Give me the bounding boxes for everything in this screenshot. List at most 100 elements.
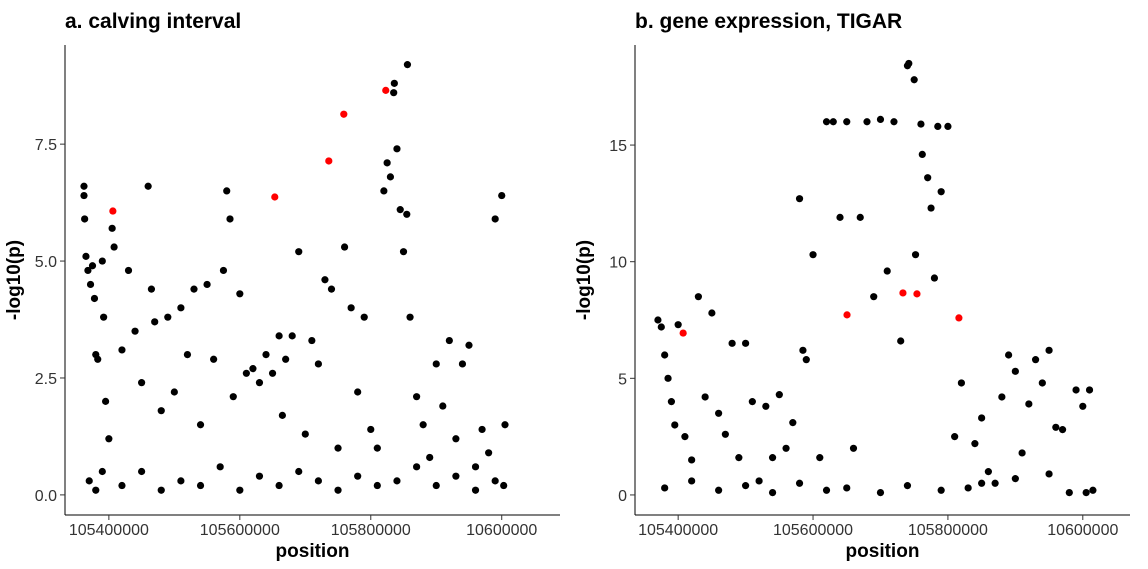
point (88, 262, 97, 270)
point (452, 435, 460, 443)
point (1018, 449, 1026, 457)
y-tick-label: 0 (618, 488, 627, 505)
point (802, 356, 810, 364)
y-axis-title: -log10(p) (4, 240, 25, 320)
point (354, 388, 362, 396)
point (373, 481, 381, 490)
y-tick-label: 15 (609, 138, 627, 155)
point (314, 360, 322, 368)
x-tick-label: 105800000 (908, 522, 988, 539)
point (816, 454, 824, 462)
point (100, 313, 108, 321)
point (347, 304, 355, 312)
point (708, 309, 716, 317)
x-tick-label: 105600000 (773, 522, 853, 539)
point (393, 145, 401, 153)
point (927, 204, 935, 212)
point (688, 477, 696, 485)
point (84, 266, 92, 275)
point (282, 355, 290, 363)
point (971, 440, 979, 448)
point (799, 346, 807, 354)
point (124, 266, 133, 275)
point (196, 481, 205, 490)
point (226, 215, 234, 223)
point (360, 313, 368, 321)
point (694, 293, 702, 301)
point (471, 463, 480, 471)
point (957, 379, 966, 387)
point (101, 397, 110, 405)
point (910, 76, 918, 84)
y-tick-label: 5.0 (35, 254, 57, 271)
point (1045, 346, 1053, 354)
point (268, 369, 277, 377)
point (432, 481, 440, 490)
point (85, 477, 93, 485)
point (92, 486, 100, 494)
point (715, 486, 723, 494)
point (491, 477, 499, 485)
point (500, 481, 508, 490)
point (164, 313, 172, 321)
point (203, 280, 211, 289)
point (478, 425, 486, 434)
x-tick-label: 105400000 (69, 522, 149, 539)
point (679, 329, 687, 337)
point (789, 419, 797, 427)
point (109, 207, 117, 215)
y-tick-label: 7.5 (35, 137, 57, 154)
point (82, 252, 90, 260)
point (219, 266, 228, 275)
point (1005, 351, 1013, 359)
point (822, 486, 831, 494)
point (223, 187, 231, 195)
point (255, 379, 264, 387)
point (782, 444, 790, 452)
point (249, 365, 257, 373)
point (321, 276, 329, 284)
point (196, 421, 205, 429)
point (674, 321, 682, 329)
point (903, 482, 912, 490)
point (1038, 379, 1046, 387)
point (110, 243, 118, 251)
point (151, 318, 159, 326)
point (147, 285, 156, 293)
point (843, 118, 851, 126)
point (934, 122, 942, 131)
point (937, 486, 945, 494)
point (955, 314, 963, 322)
point (1079, 402, 1087, 410)
point (715, 409, 723, 417)
point (271, 193, 279, 201)
point (386, 173, 395, 181)
point (367, 425, 375, 434)
point (354, 472, 362, 480)
point (327, 285, 336, 293)
point (86, 280, 95, 289)
point (340, 243, 349, 251)
point (334, 444, 342, 452)
point (849, 444, 858, 452)
point (458, 360, 467, 368)
point (190, 285, 198, 293)
point (836, 213, 844, 221)
point (883, 267, 891, 275)
point (439, 402, 447, 410)
point (419, 421, 427, 429)
point (413, 463, 421, 471)
point (728, 339, 736, 347)
point (741, 339, 750, 347)
point (762, 402, 770, 410)
point (80, 182, 88, 190)
x-tick-label: 10600000 (1047, 522, 1118, 539)
point (138, 379, 146, 387)
point (924, 174, 932, 182)
point (768, 489, 777, 497)
point (937, 188, 945, 196)
point (390, 79, 398, 87)
point (465, 341, 473, 349)
point (396, 206, 404, 214)
